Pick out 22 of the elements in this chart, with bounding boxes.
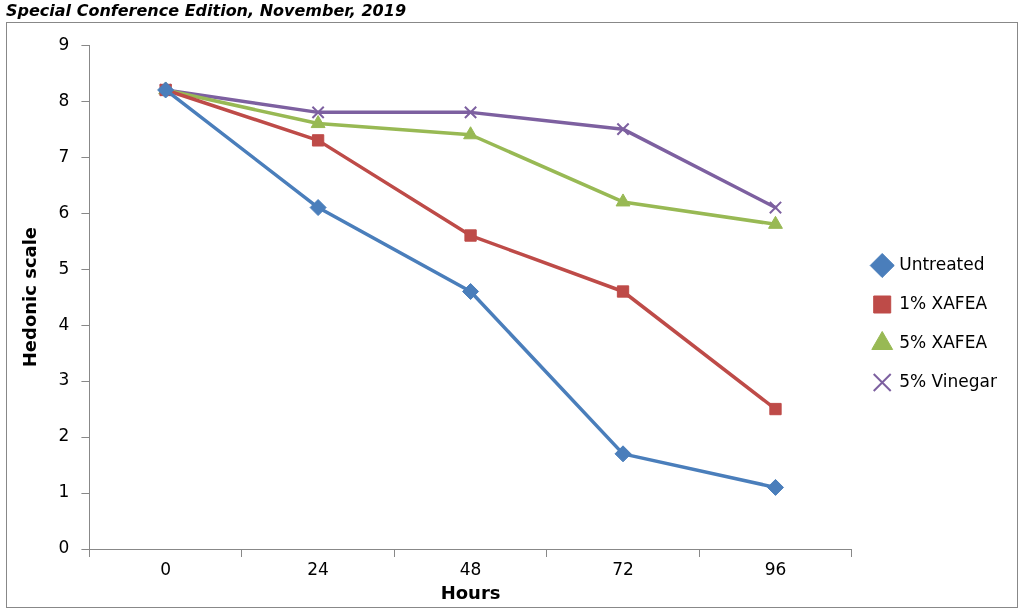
y-tick-label: 9 <box>58 33 70 54</box>
x-tick-label: 0 <box>160 558 172 579</box>
y-tick-label: 0 <box>58 537 70 558</box>
y-tick-label: 6 <box>58 201 70 222</box>
x-axis-title: Hours <box>440 581 501 603</box>
x-tick-label: 72 <box>612 558 634 579</box>
y-tick-label: 2 <box>58 425 70 446</box>
y-tick-label: 4 <box>58 313 70 334</box>
text: Special Conference Edition, November, 2019 <box>5 0 407 22</box>
legend-label: Untreated <box>899 253 985 274</box>
y-tick-label: 8 <box>58 89 70 110</box>
legend-label: 5% Vinegar <box>899 370 998 391</box>
y-tick-label: 7 <box>58 145 70 166</box>
legend-label: 5% XAFEA <box>899 331 988 352</box>
x-tick-label: 24 <box>307 558 329 579</box>
y-tick-label: 1 <box>58 481 70 502</box>
y-axis-title: Hedonic scale <box>19 226 41 368</box>
x-tick-label: 48 <box>459 558 482 579</box>
legend-label: 1% XAFEA <box>899 292 988 313</box>
x-tick-label: 96 <box>764 558 787 579</box>
y-tick-label: 5 <box>58 257 70 278</box>
y-tick-label: 3 <box>58 369 70 390</box>
